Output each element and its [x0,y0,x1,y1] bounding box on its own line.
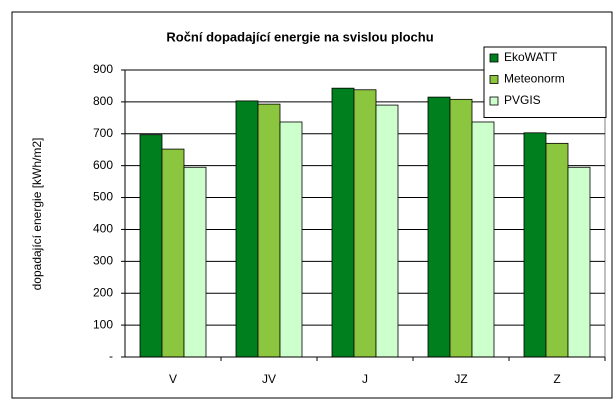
y-tick-label: 900 [93,62,113,76]
legend-label: PVGIS [504,93,541,107]
legend-label: Meteonorm [504,72,565,86]
x-tick-label: JZ [454,372,467,386]
legend-box [483,46,607,118]
legend-swatch [489,75,499,84]
bar [353,89,377,358]
x-tick-label: V [169,372,177,386]
bar [471,121,495,358]
legend-swatch [489,53,499,63]
y-tick-label: 700 [93,126,113,140]
bar [375,104,399,358]
bar [523,132,547,358]
y-tick-label: 800 [93,94,113,108]
legend-swatch [489,96,499,106]
bar [427,96,451,358]
bar [183,166,207,358]
chart-title: Roční dopadající energie na svislou ploc… [166,29,433,44]
bar [449,98,473,358]
y-tick-label: 400 [93,222,113,236]
bar [567,166,591,358]
y-axis-label: dopadající energie [kWh/m2] [30,138,44,291]
bar [235,100,259,358]
y-tick-label: 100 [93,317,113,331]
y-tick-label: 200 [93,285,113,299]
bar [161,148,185,358]
y-tick-label: 500 [93,190,113,204]
bar [139,134,163,358]
bar [279,121,303,358]
bar [545,142,569,358]
y-tick-label: 600 [93,158,113,172]
bar [257,103,281,358]
bar [331,87,355,358]
x-tick-label: J [362,372,368,386]
x-tick-label: JV [262,372,276,386]
legend-label: EkoWATT [504,50,558,64]
y-tick-label: - [109,349,113,363]
x-tick-label: Z [553,372,560,386]
y-tick-label: 300 [93,254,113,268]
